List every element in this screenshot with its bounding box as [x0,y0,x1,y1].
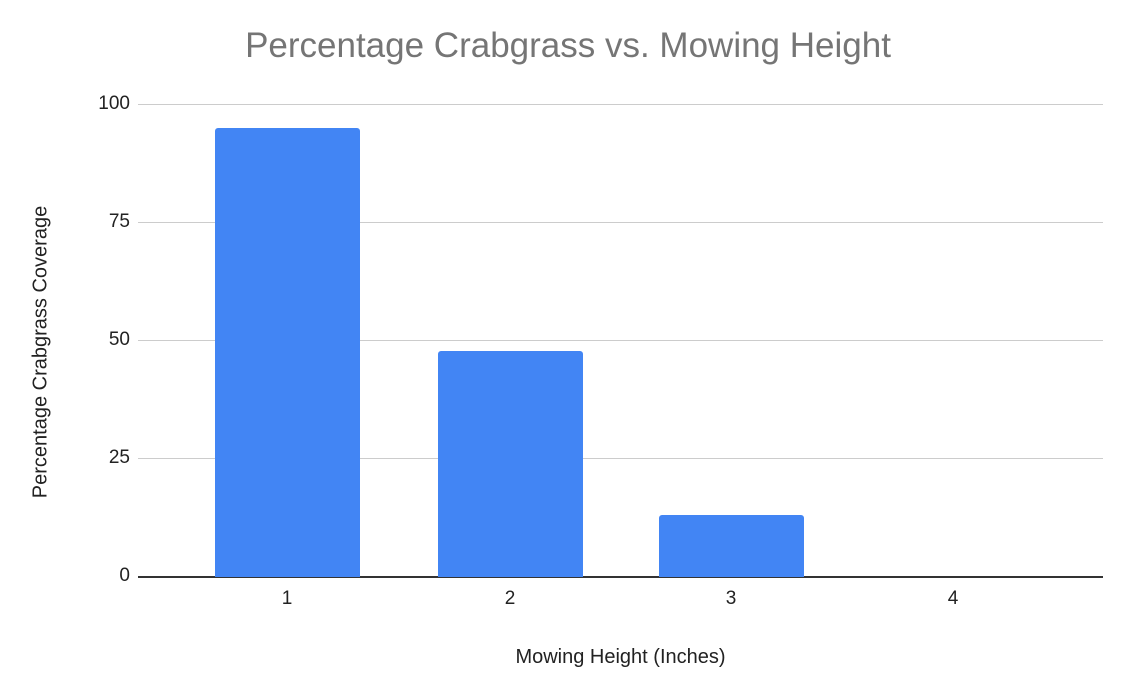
plot-area [138,104,1103,578]
x-tick-4: 4 [947,588,959,609]
x-tick-3: 3 [725,588,737,609]
x-axis-line [138,576,1103,578]
x-axis-label: Mowing Height (Inches) [515,646,726,668]
y-tick-50: 50 [108,329,130,350]
gridline-50 [138,340,1103,341]
x-tick-1: 1 [281,588,293,609]
chart-title: Percentage Crabgrass vs. Mowing Height [245,26,891,65]
bar-3 [659,515,804,577]
y-axis-label: Percentage Crabgrass Coverage [29,205,52,499]
gridline-100 [138,104,1103,105]
x-tick-2: 2 [504,588,516,609]
y-tick-0: 0 [119,565,130,586]
y-tick-100: 100 [98,93,130,114]
y-tick-75: 75 [108,211,130,232]
bar-1 [215,128,360,577]
gridline-25 [138,458,1103,459]
bar-2 [438,351,583,577]
gridline-75 [138,222,1103,223]
y-tick-25: 25 [108,447,130,468]
